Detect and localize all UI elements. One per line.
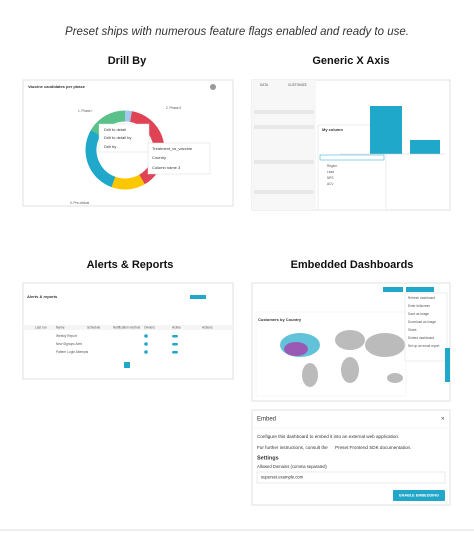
embed-panel: Embed × Configure this dashboard to embe… [251, 409, 451, 506]
menu-item[interactable]: Enter fullscreen [408, 304, 430, 308]
map [280, 330, 405, 387]
submenu [147, 142, 211, 175]
alerts-card: Alerts & reports Last run Name Schedule … [22, 282, 234, 380]
option[interactable]: Region [327, 164, 337, 168]
dropdown [404, 292, 448, 362]
feature-title: Drill By [108, 55, 147, 67]
enable-button[interactable] [393, 490, 445, 501]
feature-title: Generic X Axis [312, 55, 389, 67]
placeholder: superset.example.com [261, 475, 304, 480]
option[interactable]: NPS [327, 176, 334, 180]
slice [85, 110, 165, 190]
select[interactable] [319, 154, 385, 161]
column: Notification method [113, 325, 141, 329]
description: Configure this dashboard to embed it int… [257, 434, 399, 439]
slice-label: 2. Phase II [166, 106, 181, 110]
slice [85, 110, 165, 190]
column: Active [172, 325, 181, 329]
menu-item[interactable]: Column name 3 [152, 165, 181, 170]
menu-item[interactable]: Treatment_vs_vaccine [152, 146, 193, 151]
panel-title: Embed [257, 417, 276, 423]
button[interactable] [406, 287, 434, 292]
column: Last run [35, 325, 47, 329]
row-name: Pattern Login Attempts [56, 350, 89, 354]
button[interactable] [190, 295, 206, 299]
icon [210, 84, 216, 90]
headline: Preset ships with numerous feature flags… [65, 26, 409, 38]
menu-item[interactable]: Drill by [104, 144, 116, 149]
option[interactable]: Lead [327, 170, 334, 174]
row-name: Weekly Report [56, 334, 77, 338]
option[interactable]: ACV [327, 182, 334, 186]
sidebar [252, 80, 316, 210]
menu-item[interactable]: Drill to detail by [104, 135, 131, 140]
status [144, 334, 178, 354]
slice [85, 110, 165, 190]
field [254, 160, 314, 164]
chart-title: Vaccine candidates per phase [28, 84, 86, 89]
chart-title: Customers by Country [258, 317, 302, 322]
embedded-card: Customers by Country Refresh dashboard E… [251, 282, 451, 402]
page-title: Alerts & reports [27, 294, 58, 299]
page-button[interactable] [124, 362, 130, 368]
button[interactable] [383, 287, 403, 292]
close-icon[interactable]: × [441, 417, 445, 423]
field [254, 190, 314, 194]
bar [370, 106, 402, 154]
menu-item[interactable]: Refresh dashboard [408, 296, 435, 300]
context-menu [98, 123, 150, 153]
slice [85, 110, 165, 190]
generic-x-axis-card: DATA CUSTOMIZE My column Region Lead NPS… [251, 79, 451, 211]
feature-title: Alerts & Reports [87, 259, 174, 271]
link[interactable]: Preset Frontend SDK documentation. [335, 445, 411, 450]
popover-title: My column [322, 127, 343, 132]
drill-by-card: Vaccine candidates per phase 1. Phase I … [22, 79, 234, 207]
menu-item[interactable]: Country [152, 155, 166, 160]
tab[interactable]: CUSTOMIZE [288, 83, 307, 87]
menu-item[interactable]: Share [408, 328, 417, 332]
menu-item[interactable]: Drill to detail [104, 127, 126, 132]
menu-item[interactable]: Download as image [408, 320, 436, 324]
text-input[interactable] [256, 471, 446, 484]
column: Schedule [87, 325, 101, 329]
tab[interactable]: DATA [260, 83, 269, 87]
column: Actions [202, 325, 213, 329]
table-header [23, 325, 233, 330]
bar [410, 140, 440, 154]
field [254, 110, 314, 114]
card [251, 409, 451, 506]
slice-label: 0. Pre-clinical [70, 201, 89, 205]
column: Owners [144, 325, 155, 329]
feature-title: Embedded Dashboards [291, 259, 414, 271]
row-name: New Signups Alert [56, 342, 82, 346]
field-label: Allowed Domains (comma separated) [257, 464, 327, 469]
side-tab[interactable] [445, 348, 450, 382]
column: Name [56, 325, 65, 329]
instructions: For further instructions, consult the [257, 445, 328, 450]
button-label: ENABLE EMBEDDING [399, 494, 439, 498]
slice-label: 1. Phase I [78, 109, 92, 113]
menu-item[interactable]: Set up an email report [408, 344, 439, 348]
settings-title: Settings [257, 455, 279, 461]
menu-item[interactable]: Embed dashboard [408, 336, 434, 340]
field [254, 125, 314, 129]
menu-item[interactable]: Save as image [408, 312, 429, 316]
